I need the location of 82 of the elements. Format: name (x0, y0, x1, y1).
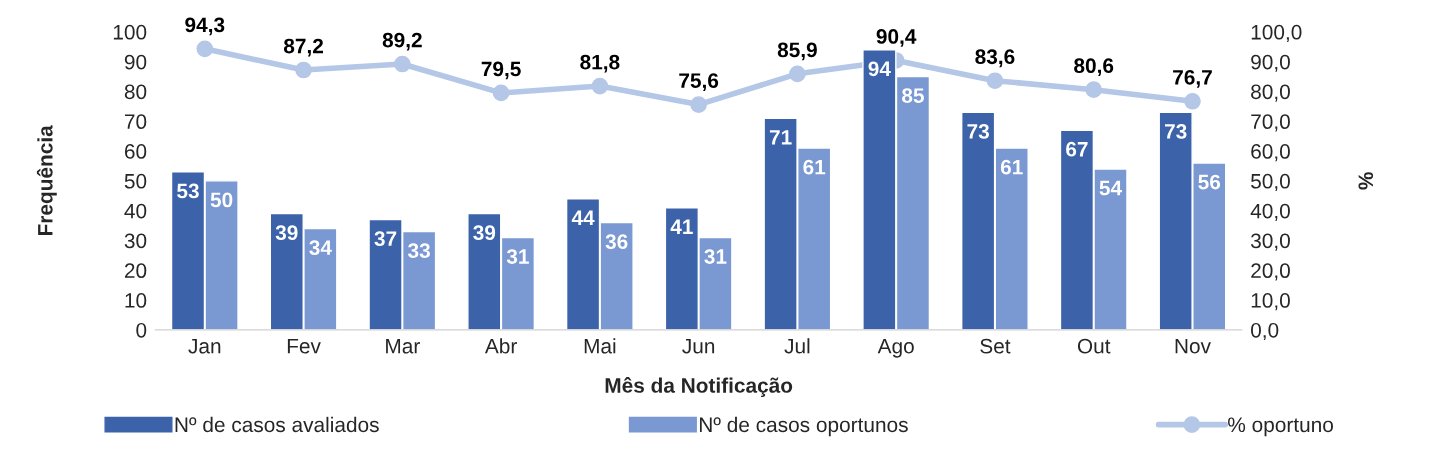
data-label: 94,3 (185, 17, 225, 36)
point (492, 84, 510, 102)
y-tick-label: 90 (124, 54, 147, 70)
y-tick-label: 100 (113, 24, 147, 40)
y2-tick-label: 80,0 (1251, 84, 1290, 102)
point (196, 40, 214, 58)
x-tick-label: Abr (484, 338, 517, 354)
data-label: 61 (1000, 159, 1023, 175)
data-label: 81,8 (580, 54, 620, 73)
x-tick-label: Nov (1175, 338, 1211, 354)
data-label: 73 (1164, 123, 1187, 139)
point (789, 65, 806, 83)
point (1085, 81, 1103, 99)
point (393, 55, 411, 73)
data-label: 50 (210, 192, 233, 208)
data-label: 33 (408, 243, 430, 258)
point (591, 77, 609, 95)
x-tick-label: Ago (877, 338, 914, 358)
x-tick-label: Jan (188, 338, 221, 354)
y2-tick-label: 0,0 (1251, 322, 1279, 341)
data-label: 71 (769, 130, 792, 145)
y2-tick-label: 20,0 (1251, 263, 1290, 281)
data-label: 31 (506, 249, 529, 264)
data-label: 85,9 (777, 42, 817, 61)
data-label: 67 (1066, 141, 1088, 157)
x-tick-label: Out (1077, 338, 1111, 354)
y2-tick-label: 60,0 (1251, 144, 1290, 162)
data-label: 90,4 (876, 29, 917, 47)
data-label: 44 (571, 210, 595, 225)
y2-tick-label: 90,0 (1251, 54, 1290, 72)
y-tick-label: 40 (124, 203, 147, 219)
legend-label: % oportuno (1228, 417, 1333, 437)
point (295, 61, 312, 79)
x-tick-label: Mar (386, 338, 420, 354)
data-label: 53 (177, 183, 199, 199)
data-label: 34 (309, 240, 332, 255)
x-axis-title: Mês da Notificação (605, 377, 793, 397)
data-label: 73 (967, 123, 989, 139)
legend-label: Nº de casos oportunos (699, 416, 908, 437)
y2-axis-title: % (1358, 172, 1374, 190)
data-label: 56 (1198, 174, 1221, 190)
y-tick-label: 10 (125, 293, 147, 308)
data-label: 61 (803, 159, 826, 175)
x-tick-label: Jul (784, 338, 810, 354)
y2-tick-label: 100,0 (1251, 24, 1302, 43)
data-label: 87,2 (283, 38, 323, 57)
point (986, 72, 1004, 90)
data-label: 39 (275, 225, 298, 241)
data-label: 75,6 (679, 73, 719, 91)
y2-tick-label: 70,0 (1251, 114, 1290, 132)
y-axis-title: Frequência (36, 125, 57, 236)
data-label: 89,2 (382, 32, 422, 51)
point (690, 96, 707, 113)
data-label: 76,7 (1173, 69, 1212, 88)
y-tick-label: 50 (124, 173, 147, 189)
x-tick-label: Fev (287, 338, 321, 354)
data-label: 41 (670, 219, 693, 234)
y-tick-label: 20 (124, 263, 147, 279)
data-label: 36 (605, 234, 628, 250)
y2-tick-label: 40,0 (1250, 203, 1290, 221)
data-label: 79,5 (481, 61, 521, 80)
y2-tick-label: 30,0 (1250, 233, 1290, 251)
y-tick-label: 60 (124, 144, 147, 159)
point (1184, 92, 1201, 110)
legend-label: Nº de casos avaliados (175, 416, 379, 433)
y-tick-label: 80 (124, 84, 147, 100)
data-label: 37 (374, 231, 397, 247)
x-tick-label: Jun (682, 338, 715, 354)
data-label: 39 (473, 225, 496, 241)
data-label: 80,6 (1074, 58, 1114, 77)
x-tick-label: Set (980, 338, 1011, 354)
y-tick-label: 70 (124, 114, 147, 130)
data-label: 54 (1099, 180, 1122, 196)
y2-tick-label: 10,0 (1251, 293, 1290, 311)
x-tick-label: Mai (584, 338, 616, 354)
y-tick-label: 0 (136, 322, 147, 338)
y2-tick-label: 50,0 (1251, 173, 1290, 192)
y-tick-label: 30 (124, 233, 147, 249)
data-label: 83,6 (975, 49, 1015, 68)
data-label: 94 (868, 61, 891, 77)
data-label: 85 (902, 88, 924, 103)
data-label: 31 (704, 249, 727, 264)
